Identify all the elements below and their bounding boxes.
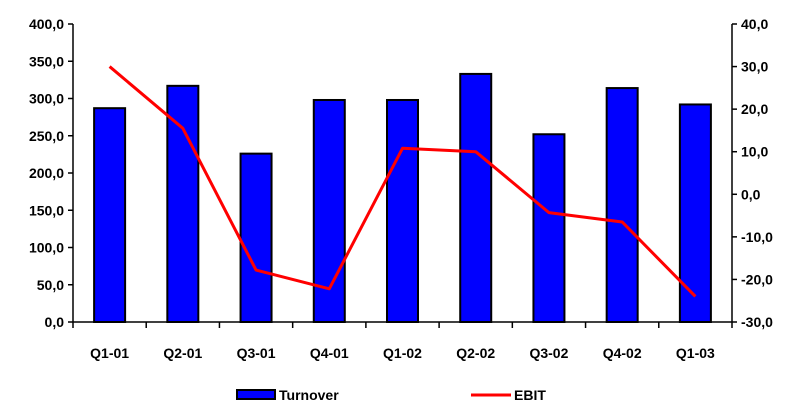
turnover-bar <box>166 84 200 323</box>
right-axis-ticks: -30,0 -20,0 -10,0 0,0 10,0 20,0 30,0 40,0 <box>732 16 773 330</box>
left-tick-label: 100,0 <box>29 240 64 256</box>
right-tick-label: 20,0 <box>741 101 768 117</box>
x-tick-label: Q2-02 <box>456 345 495 361</box>
x-axis-ticks: Q1-01 Q2-01 Q3-01 Q4-01 Q1-02 Q2-02 Q3-02 Q4-02… <box>72 322 733 361</box>
ebit-line <box>108 65 697 298</box>
turnover-bar <box>459 72 493 324</box>
left-tick-label: 150,0 <box>29 202 64 218</box>
x-tick-label: Q1-01 <box>90 345 129 361</box>
right-tick-label: -30,0 <box>741 314 773 330</box>
right-tick-label: 10,0 <box>741 144 768 160</box>
turnover-bar <box>678 103 712 323</box>
left-tick-label: 200,0 <box>29 165 64 181</box>
x-tick-label: Q4-01 <box>310 345 349 361</box>
turnover-bars <box>93 72 712 324</box>
right-tick-label: 40,0 <box>741 16 768 32</box>
x-tick-label: Q1-03 <box>676 345 715 361</box>
turnover-bar <box>605 87 639 323</box>
right-tick-label: 0,0 <box>741 186 761 202</box>
turnover-bar <box>239 152 273 323</box>
legend-turnover-swatch <box>236 389 276 400</box>
ebit-line-layer <box>108 65 697 298</box>
legend: Turnover EBIT <box>236 387 546 403</box>
legend-ebit-label: EBIT <box>514 387 546 403</box>
x-tick-label: Q3-01 <box>237 345 276 361</box>
right-tick-label: -10,0 <box>741 229 773 245</box>
left-tick-label: 0,0 <box>45 314 65 330</box>
right-tick-label: 30,0 <box>741 59 768 75</box>
left-tick-label: 300,0 <box>29 91 64 107</box>
x-tick-label: Q2-01 <box>163 345 202 361</box>
x-tick-label: Q4-02 <box>603 345 642 361</box>
left-tick-label: 350,0 <box>29 53 64 69</box>
turnover-bar <box>386 98 419 323</box>
left-tick-label: 50,0 <box>37 277 64 293</box>
left-tick-label: 400,0 <box>29 16 64 32</box>
right-tick-label: -20,0 <box>741 271 773 287</box>
left-tick-label: 250,0 <box>29 128 64 144</box>
turnover-bar <box>532 133 566 323</box>
x-tick-label: Q1-02 <box>383 345 422 361</box>
turnover-bar <box>93 107 127 323</box>
legend-turnover-label: Turnover <box>279 387 339 403</box>
x-tick-label: Q3-02 <box>529 345 568 361</box>
left-axis-ticks: 0,0 50,0 100,0 150,0 200,0 250,0 300,0 350,0 400… <box>29 16 73 330</box>
